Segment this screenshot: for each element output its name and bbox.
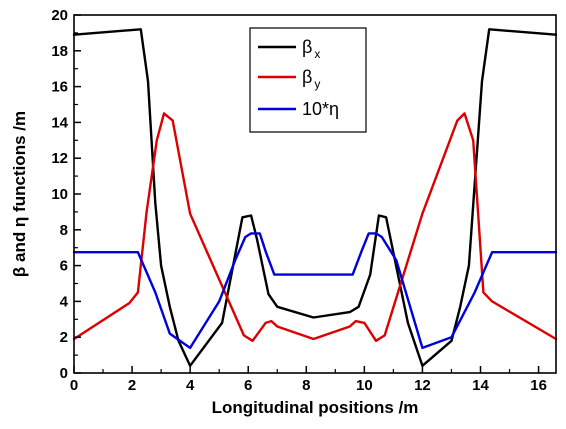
x-axis-title: Longitudinal positions /m	[212, 398, 419, 417]
x-tick-label: 12	[414, 377, 431, 394]
y-tick-label: 16	[51, 79, 68, 96]
x-tick-label: 6	[244, 377, 252, 394]
series-line-1	[72, 28, 558, 367]
x-tick-label: 4	[186, 377, 195, 394]
y-tick-label: 6	[60, 258, 68, 275]
series-line-2	[72, 112, 558, 342]
legend-subscript-1: x	[314, 47, 320, 61]
y-tick-label: 10	[51, 186, 68, 203]
x-tick-label: 2	[128, 377, 136, 394]
y-tick-label: 20	[51, 7, 68, 24]
x-tick-label: 16	[530, 377, 547, 394]
x-tick-label: 8	[302, 377, 310, 394]
legend-box	[249, 27, 367, 133]
y-tick-label: 12	[51, 150, 68, 167]
y-axis-title: β and η functions /m	[10, 111, 29, 277]
y-tick-label: 2	[60, 329, 68, 346]
ticks-layer: 0 2 4 6 8 10 12 14 16 0 2 4 6 8 10 12 14 16 18 20	[51, 7, 547, 394]
y-tick-label: 4	[60, 293, 69, 310]
legend-label-3: 10*η	[302, 99, 339, 119]
legend: β xβ y10*η	[249, 27, 367, 133]
series-line-3	[72, 232, 558, 350]
x-tick-label: 0	[70, 377, 78, 394]
series-layer	[72, 28, 558, 367]
x-tick-label: 14	[472, 377, 489, 394]
y-tick-label: 18	[51, 43, 68, 60]
x-tick-label: 10	[356, 377, 373, 394]
legend-subscript-2: y	[314, 77, 320, 91]
y-tick-label: 14	[51, 114, 68, 131]
y-tick-label: 8	[60, 222, 68, 239]
y-tick-label: 0	[60, 365, 68, 382]
